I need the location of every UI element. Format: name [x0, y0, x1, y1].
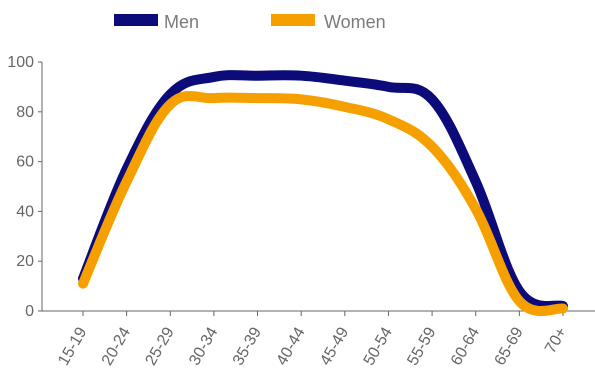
- x-tick-label: 25-29: [143, 324, 178, 368]
- x-tick-label: 55-59: [404, 324, 439, 368]
- y-tick-label: 0: [25, 303, 34, 320]
- y-tick-label: 80: [16, 104, 34, 121]
- x-tick-label: 30-34: [186, 324, 221, 368]
- y-tick-label: 40: [16, 203, 34, 220]
- x-tick-label: 45-49: [317, 324, 352, 368]
- x-tick-label: 65-69: [492, 324, 527, 368]
- y-tick-label: 20: [16, 253, 34, 270]
- legend-label-women: Women: [324, 12, 386, 32]
- series-line-men: [78, 70, 568, 312]
- x-tick-label: 40-44: [273, 324, 308, 368]
- x-tick-label: 70+: [542, 325, 570, 357]
- legend: Men Women: [114, 12, 386, 32]
- x-tick-label: 15-19: [55, 324, 90, 368]
- legend-swatch-men: [114, 14, 158, 26]
- series-line-women: [78, 91, 568, 316]
- legend-swatch-women: [271, 14, 315, 26]
- y-tick-label: 100: [7, 54, 34, 71]
- legend-label-men: Men: [164, 12, 199, 32]
- x-tick-label: 60-64: [448, 324, 483, 368]
- x-tick-label: 20-24: [99, 324, 134, 368]
- x-tick-label: 35-39: [230, 324, 265, 368]
- series-layer: [78, 70, 568, 316]
- x-tick-label: 50-54: [361, 324, 396, 368]
- y-tick-label: 60: [16, 154, 34, 171]
